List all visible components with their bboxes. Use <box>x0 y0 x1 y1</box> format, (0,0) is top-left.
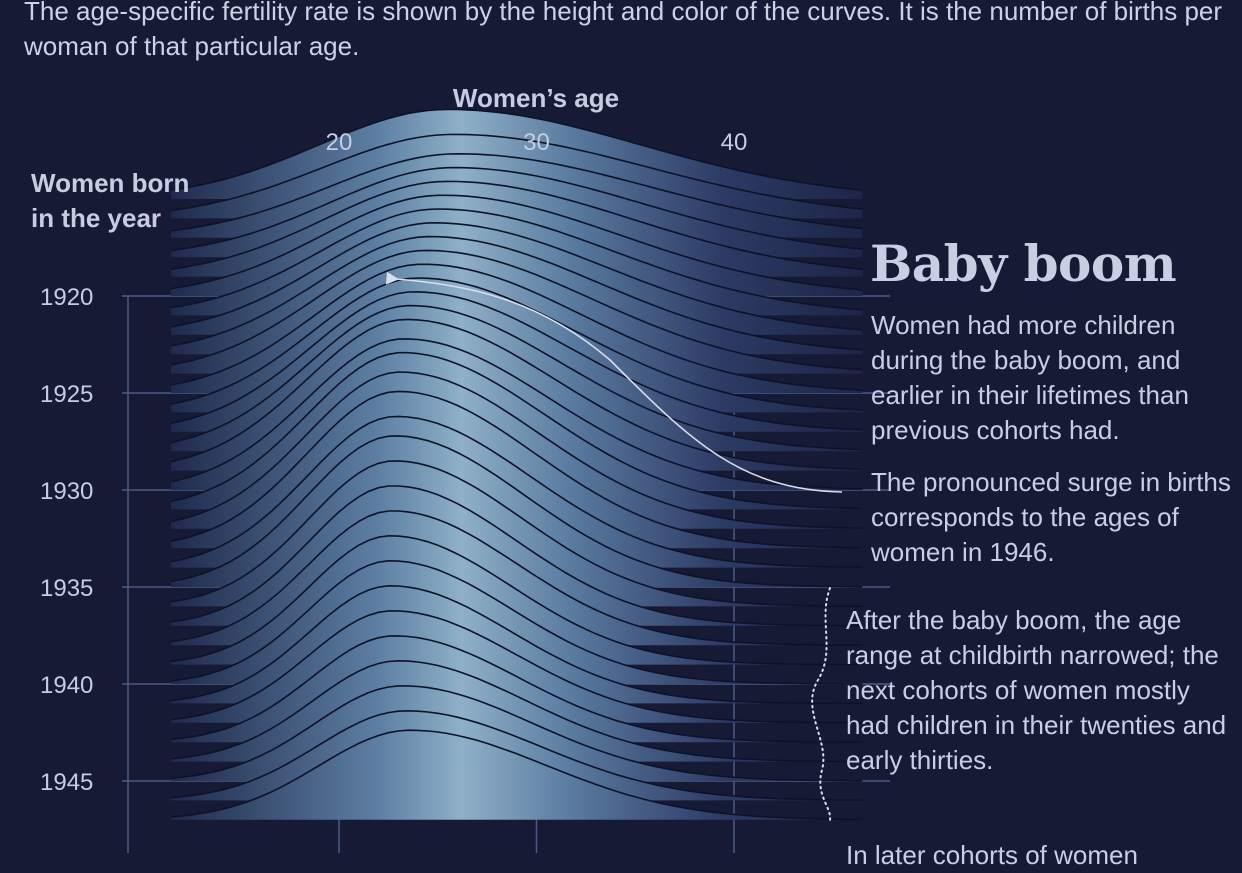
y-tick-labels: 1920 1925 1930 1935 1940 1945 <box>40 284 93 796</box>
ridge-curve <box>170 108 863 191</box>
annotation-text-1: Women had more children during the baby … <box>871 310 1189 445</box>
y-axis-title-line2: in the year <box>31 203 161 233</box>
annotation-text-3: After the baby boom, the age range at ch… <box>846 605 1227 775</box>
ridge-curve <box>171 610 863 724</box>
ridge-curve <box>170 304 863 451</box>
y-tick-label: 1945 <box>40 769 93 796</box>
x-tick-labels: 20 30 40 <box>326 129 748 156</box>
ridge-curve <box>170 152 863 232</box>
annotation-text-2: The pronounced surge in births correspon… <box>871 467 1231 567</box>
y-tick-label: 1935 <box>40 575 93 602</box>
ridge-curve <box>171 729 863 821</box>
ridges <box>170 108 863 821</box>
ridge-curve <box>170 263 863 391</box>
ridge-curve <box>171 559 863 685</box>
ridge-curve <box>170 290 863 431</box>
y-tick-label: 1925 <box>40 381 93 408</box>
y-tick-label: 1940 <box>40 672 93 699</box>
annotation-arrow <box>385 271 843 493</box>
ridge-curve <box>170 485 863 627</box>
ridge-curve <box>170 235 863 351</box>
ridge-curve <box>170 435 863 588</box>
x-axis-title: Women’s age <box>453 83 619 113</box>
ridge-curve <box>170 415 863 569</box>
ridge-curve <box>170 318 863 471</box>
ridge-curve <box>170 277 863 411</box>
ridge-curve <box>170 390 863 549</box>
ridge-curve <box>170 133 863 212</box>
x-tick-label: 40 <box>721 129 748 156</box>
ridge-curve <box>171 635 863 743</box>
ridge-curve <box>170 460 863 607</box>
ridge-curve <box>170 351 863 510</box>
ridge-curve <box>170 166 863 252</box>
ridge-curve <box>170 338 863 490</box>
dotted-brace <box>811 587 832 821</box>
x-tick-label: 30 <box>523 129 550 156</box>
ridge-curve <box>170 249 863 371</box>
ridge-curve <box>170 534 863 666</box>
ridge-curve <box>171 584 863 705</box>
intro-text: The age-specific fertility rate is shown… <box>24 0 1223 61</box>
ridge-curve <box>171 685 863 782</box>
ridge-curve <box>171 709 863 801</box>
y-tick-label: 1930 <box>40 478 93 505</box>
ridgeline-chart: Women’s age Women born in the year 20 30 4… <box>31 83 890 853</box>
ridge-area <box>171 730 863 820</box>
ridge-curve <box>170 180 863 270</box>
ridge-curve <box>170 194 863 291</box>
baby-boom-title: Baby boom <box>870 234 1177 293</box>
x-tick-label: 20 <box>326 129 353 156</box>
ridge-curve <box>170 221 863 331</box>
ridge-curve <box>170 208 863 311</box>
y-axis-title-line1: Women born <box>31 168 189 198</box>
y-tick-label: 1920 <box>40 284 93 311</box>
ridge-curve <box>170 510 863 646</box>
ridge-curve <box>171 659 863 763</box>
annotation-text-4: In later cohorts of women <box>846 840 1138 870</box>
ridge-curve <box>170 371 863 529</box>
